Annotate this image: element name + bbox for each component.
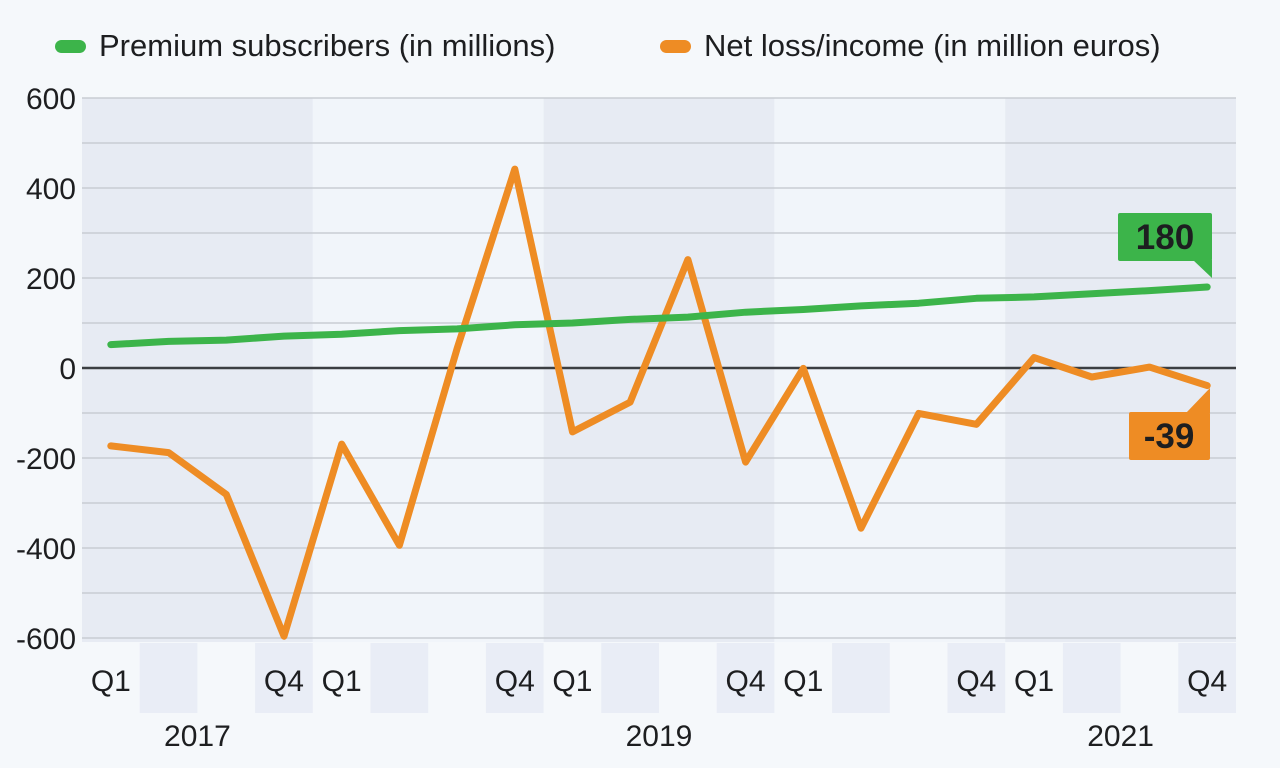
y-axis-tick-label: -400 [16,533,76,566]
axis-zebra-band [485,643,544,713]
axis-zebra-band [255,643,313,713]
y-axis-tick-label: 200 [26,263,76,296]
x-axis-tick-label: Q4 [495,665,535,698]
axis-zebra-band [139,643,198,713]
axis-zebra-band [601,643,659,713]
value-label-net-pointer [1186,388,1210,413]
legend-label-premium-subscribers: Premium subscribers (in millions) [99,28,556,63]
series-line-net-loss-income [107,165,1211,640]
x-axis-tick-label: Q1 [91,665,131,698]
y-axis-tick-label: -600 [16,623,76,656]
x-axis-tick-label: Q1 [322,665,362,698]
x-axis-tick-label: Q4 [264,665,304,698]
year-band [543,98,775,642]
axis-zebra-band [947,643,1006,713]
year-band [82,98,313,642]
year-label: 2019 [626,720,693,753]
axis-zebra-band [716,643,775,713]
value-label-net-box [1129,412,1210,460]
x-axis-tick-label: Q4 [726,665,766,698]
value-label-premium-text: 180 [1136,218,1194,257]
series-line-premium-subscribers [107,283,1211,349]
y-axis-tick-label: 0 [59,353,76,386]
value-label-premium-box [1118,213,1212,261]
x-axis-tick-label: Q4 [956,665,996,698]
x-axis-tick-label: Q1 [552,665,592,698]
legend-swatch-green-icon [55,39,86,53]
legend-label-net-loss-income: Net loss/income (in million euros) [704,28,1161,63]
y-axis-tick-label: -200 [16,443,76,476]
year-label: 2021 [1087,720,1154,753]
x-axis-tick-label: Q1 [1014,665,1054,698]
y-axis-tick-label: 400 [26,173,76,206]
x-axis-tick-label: Q1 [783,665,823,698]
value-label-premium-pointer [1193,260,1212,278]
legend-item-net-loss-income: Net loss/income (in million euros) [660,24,1161,68]
legend-item-premium-subscribers: Premium subscribers (in millions) [55,24,555,68]
axis-zebra-band [370,643,429,713]
y-axis-tick-label: 600 [26,83,76,116]
axis-zebra-band [832,643,890,713]
x-axis-tick-label: Q4 [1187,665,1227,698]
year-label: 2017 [164,720,231,753]
year-band [774,98,1006,642]
axis-zebra-band [1062,643,1121,713]
value-label-net-text: -39 [1144,417,1195,456]
chart-legend: Premium subscribers (in millions) Net lo… [0,24,1280,68]
legend-swatch-orange-icon [660,39,691,53]
axis-zebra-band [1178,643,1236,713]
